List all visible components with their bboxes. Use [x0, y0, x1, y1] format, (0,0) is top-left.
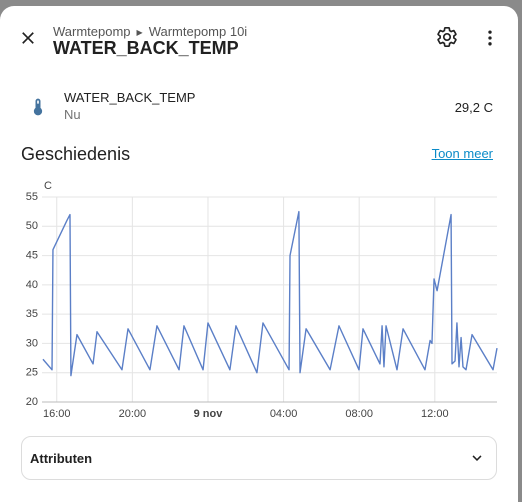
- x-tick-label: 08:00: [345, 408, 373, 420]
- attributes-panel[interactable]: Attributen: [21, 436, 497, 480]
- menu-button[interactable]: [480, 27, 500, 49]
- y-axis-label: C: [44, 180, 52, 192]
- y-tick-label: 20: [26, 396, 38, 408]
- x-tick-label: 04:00: [270, 408, 298, 420]
- y-tick-label: 40: [26, 279, 38, 291]
- history-link[interactable]: Toon meer: [431, 146, 493, 161]
- breadcrumb-item[interactable]: Warmtepomp: [53, 24, 131, 39]
- x-tick-label: 16:00: [43, 408, 71, 420]
- x-tick-label: 20:00: [119, 408, 147, 420]
- expand-icon: [472, 455, 482, 461]
- close-button[interactable]: [18, 28, 38, 48]
- x-tick-label: 9 nov: [194, 408, 224, 420]
- breadcrumb-item[interactable]: Warmtepomp 10i: [148, 24, 248, 39]
- y-tick-label: 45: [26, 249, 38, 261]
- dialog: Warmtepomp ▶ Warmtepomp 10i WATER_BACK_TEM…: [0, 6, 518, 502]
- entity-state-label: Nu: [64, 107, 81, 122]
- y-tick-label: 55: [26, 191, 38, 203]
- x-tick-label: 12:00: [421, 408, 449, 420]
- y-tick-label: 35: [26, 308, 38, 320]
- thermometer-icon: [33, 98, 43, 116]
- y-tick-label: 50: [26, 220, 38, 232]
- attributes-title: Attributen: [30, 451, 93, 466]
- entity-name: WATER_BACK_TEMP: [64, 90, 196, 105]
- data-line: [42, 210, 498, 377]
- history-title: Geschiedenis: [21, 144, 131, 164]
- dialog-title: WATER_BACK_TEMP: [53, 38, 239, 58]
- settings-button[interactable]: [436, 26, 458, 48]
- chart: C 20 25 30 35 40 45 50 55 16:00 20:00 9 nov 04:00 08…: [26, 180, 498, 420]
- breadcrumb: Warmtepomp ▶ Warmtepomp 10i: [53, 24, 248, 39]
- y-tick-label: 30: [26, 337, 38, 349]
- y-tick-label: 25: [26, 367, 38, 379]
- entity-value: 29,2 C: [454, 100, 493, 115]
